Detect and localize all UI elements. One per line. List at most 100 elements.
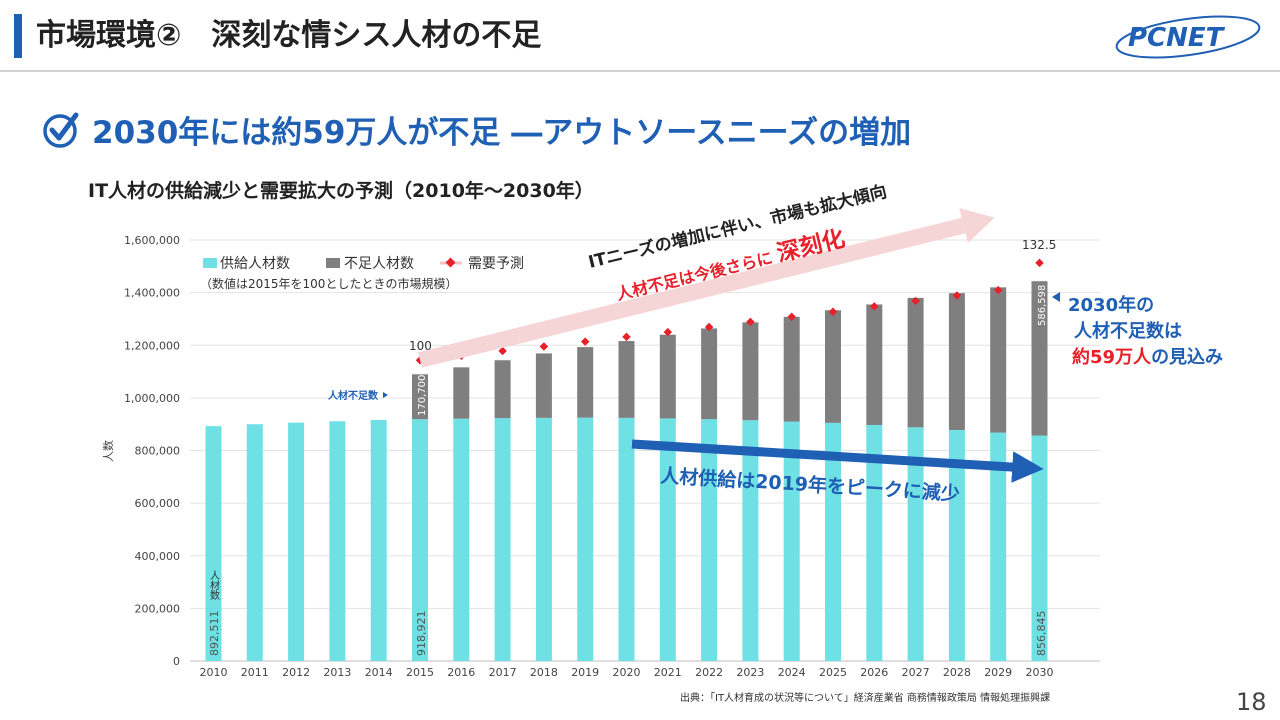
header-accent-bar: [14, 14, 22, 58]
bar-supply-2030: [1031, 435, 1048, 661]
bar-supply-2029: [990, 432, 1007, 661]
legend-label-demand: 需要予測: [468, 256, 524, 272]
x-tick-label-2028: 2028: [943, 666, 971, 679]
demand-marker: [415, 356, 425, 365]
callout-pointer-icon: [1052, 292, 1060, 302]
x-tick-label-2020: 2020: [613, 666, 641, 679]
bar-supply-2012: [288, 422, 305, 661]
bar-supply-2010: [205, 426, 222, 661]
chart-title: IT人材の供給減少と需要拡大の予測（2010年～2030年）: [88, 180, 594, 202]
x-tick-label-2019: 2019: [571, 666, 599, 679]
slide-title: 市場環境② 深刻な情シス人材の不足: [36, 18, 542, 53]
bar-shortage-2015: [412, 374, 428, 420]
y-tick-label: 1,400,000: [124, 287, 180, 300]
demand-marker: [1035, 258, 1044, 268]
bar-shortage-2024: [783, 316, 800, 422]
bar-shortage-2019: [577, 347, 594, 418]
bar-shortage-2020: [618, 341, 635, 418]
x-tick-label-2012: 2012: [282, 666, 310, 679]
legend-swatch-demand-marker: [445, 257, 456, 268]
bar-shortage-2029: [990, 287, 1007, 433]
legend: 供給人材数 不足人材数 需要予測 （数値は2015年を100としたときの市場規模…: [200, 256, 524, 291]
demand-marker: [993, 285, 1003, 295]
bar-shortage-2028: [948, 293, 965, 430]
demand-marker: [787, 312, 796, 322]
bar-shortage-2030: [1031, 281, 1048, 436]
x-tick-label-2018: 2018: [530, 666, 558, 679]
x-tick-label-2011: 2011: [241, 666, 269, 679]
bar-supply-2023: [742, 420, 759, 661]
bar-supply-2026: [866, 424, 883, 661]
data-label-demand-2015: 100: [409, 339, 432, 353]
bar-supply-2016: [453, 418, 470, 661]
bar-shortage-2018: [535, 353, 552, 418]
demand-marker: [580, 337, 590, 346]
demand-marker: [622, 332, 631, 342]
x-tick-label-2017: 2017: [489, 666, 517, 679]
bar-shortage-2016: [453, 367, 470, 419]
callout-line3b: の見込み: [1151, 347, 1223, 368]
annotation-trend-line2: 人材不足は今後さらに 深刻化: [613, 225, 847, 306]
legend-label-shortage: 不足人材数: [344, 256, 414, 272]
annotation-trend-line2a: 人材不足は今後さらに: [614, 248, 774, 304]
x-tick-label-2030: 2030: [1026, 666, 1054, 679]
bar-supply-2025: [825, 422, 841, 661]
x-tick-label-2021: 2021: [654, 666, 682, 679]
bar-supply-2018: [535, 417, 552, 661]
x-tick-label-2027: 2027: [902, 666, 930, 679]
demand-marker: [498, 346, 507, 356]
legend-swatch-shortage: [326, 258, 340, 268]
annotation-people-count: 人材数: [208, 570, 220, 601]
x-tick-label-2024: 2024: [778, 666, 806, 679]
headline: 2030年には約59万人が不足 ―アウトソースニーズの増加: [42, 106, 911, 152]
page-number: 18: [1236, 688, 1267, 716]
y-tick-label: 800,000: [135, 445, 181, 458]
bar-shortage-2021: [659, 334, 676, 419]
logo-text: PCNET: [1128, 23, 1226, 53]
legend-swatch-supply: [203, 258, 217, 268]
x-tick-label-2015: 2015: [406, 666, 434, 679]
shortage-pointer-icon: [383, 392, 388, 398]
bar-supply-2013: [329, 421, 346, 661]
x-tick-label-2010: 2010: [200, 666, 228, 679]
bar-supply-2021: [659, 418, 676, 661]
annotation-trend-line2b: 深刻化: [774, 225, 847, 267]
callout-line3: 約59万人の見込み: [1072, 346, 1223, 368]
callout-line3a: 約59万人: [1072, 346, 1152, 368]
x-tick-label-2013: 2013: [323, 666, 351, 679]
demand-marker: [663, 327, 673, 337]
legend-note: （数値は2015年を100としたときの市場規模）: [200, 276, 457, 291]
data-label-shortage-2030: 586,598: [1037, 285, 1048, 326]
data-label-demand-2030: 132.5: [1022, 238, 1056, 252]
bar-shortage-2026: [866, 304, 883, 425]
bar-shortage-2023: [742, 322, 759, 421]
bar-supply-2017: [494, 418, 511, 661]
headline-text: 2030年には約59万人が不足 ―アウトソースニーズの増加: [92, 114, 912, 151]
bar-supply-2015: [412, 419, 428, 661]
demand-marker: [539, 342, 549, 351]
y-tick-label: 600,000: [135, 497, 181, 510]
x-tick-label-2029: 2029: [984, 666, 1012, 679]
y-tick-label: 200,000: [135, 602, 181, 615]
y-tick-label: 1,600,000: [124, 234, 180, 247]
annotation-supply-peak: 人材供給は2019年をピークに減少: [660, 464, 961, 505]
y-tick-label: 1,000,000: [124, 392, 180, 405]
pcnet-logo: PCNET: [1115, 15, 1261, 59]
bar-supply-2022: [701, 419, 718, 661]
demand-marker: [952, 291, 962, 300]
bar-shortage-2025: [825, 310, 841, 423]
demand-marker: [704, 322, 714, 332]
y-tick-label: 0: [173, 655, 180, 668]
bar-supply-2027: [907, 427, 924, 661]
data-label-supply-2030: 856,845: [1035, 611, 1048, 657]
bar-supply-2011: [246, 424, 263, 661]
bar-supply-2028: [948, 429, 965, 661]
annotation-trend-line1: ITニーズの増加に伴い、市場も拡大傾向: [586, 181, 889, 273]
bar-shortage-2017: [494, 360, 511, 419]
slide-header: 市場環境② 深刻な情シス人材の不足 PCNET: [0, 0, 1280, 72]
demand-marker: [457, 351, 466, 360]
source-citation: 出典：「IT人材育成の状況等について」経済産業省 商務情報政策局 情報処理振興課: [680, 693, 1051, 704]
callout-line2: 人材不足数は: [1074, 320, 1182, 342]
bar-supply-2024: [783, 421, 800, 661]
y-tick-label: 1,200,000: [124, 339, 180, 352]
